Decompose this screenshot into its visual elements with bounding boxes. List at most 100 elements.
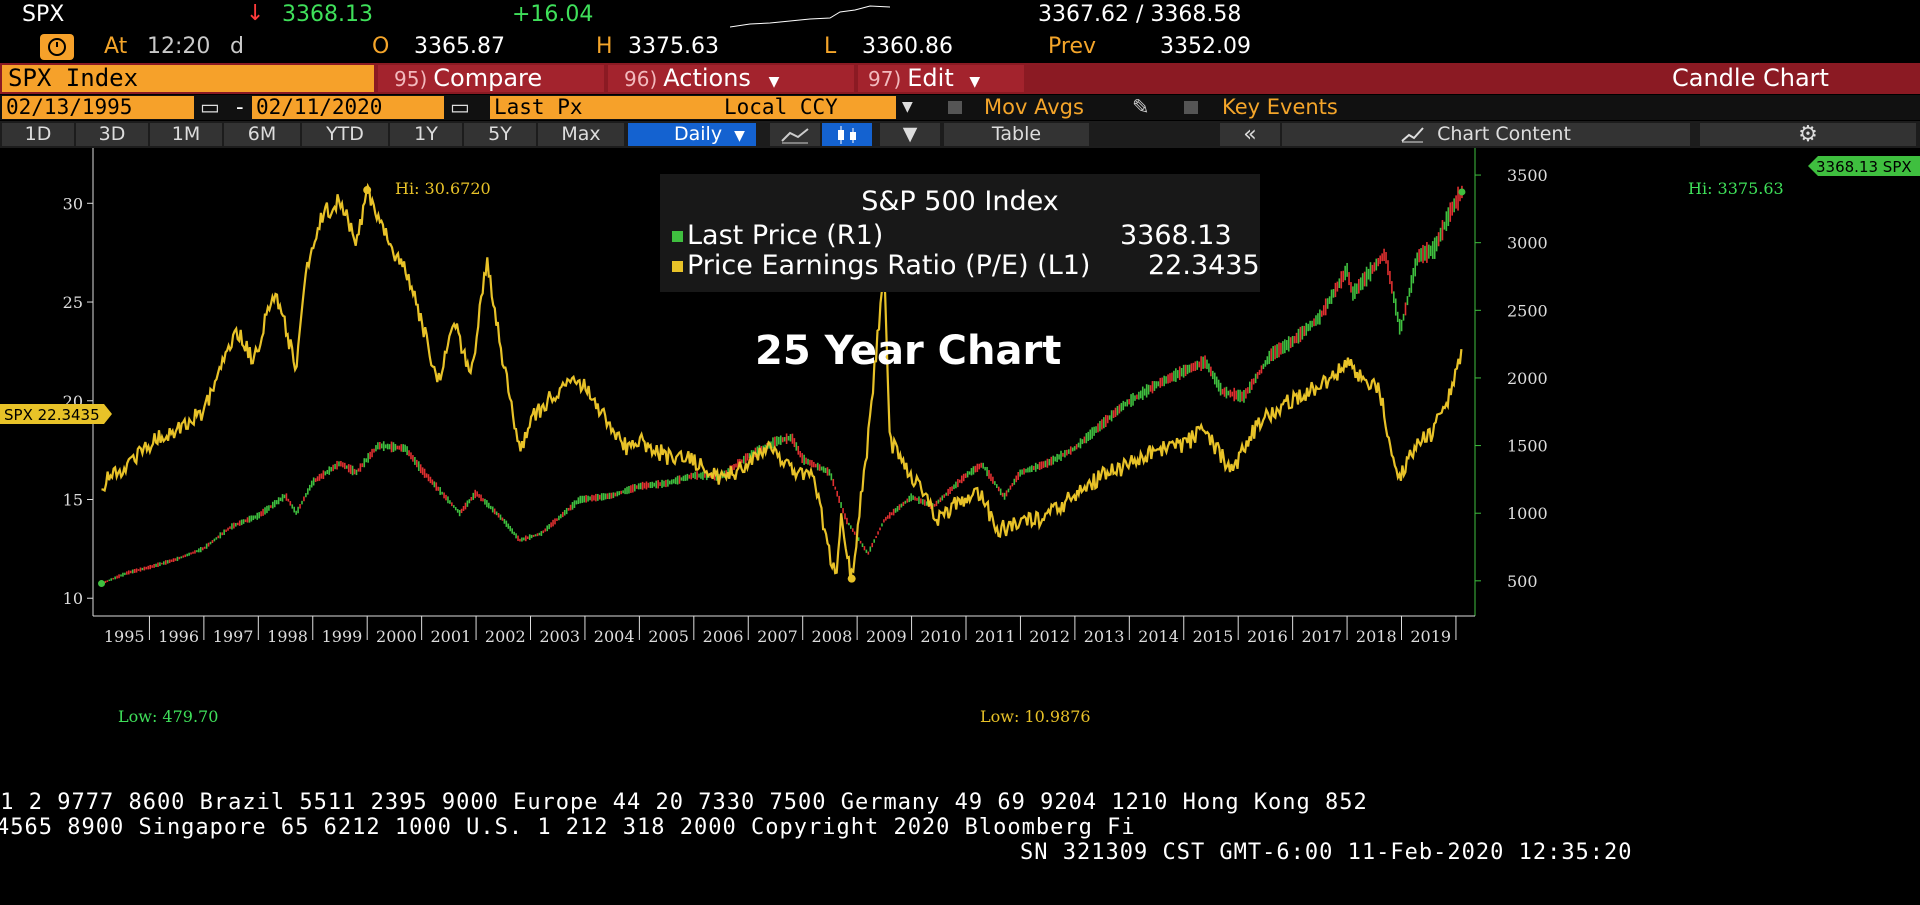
- sparkline-line: [730, 5, 890, 28]
- calendar-icon[interactable]: ▭: [200, 95, 220, 119]
- field-select[interactable]: Last Px: [490, 96, 720, 119]
- price-low-marker: [98, 580, 106, 588]
- chart-content-icon: [1401, 127, 1424, 143]
- legend-title: S&P 500 Index: [861, 186, 1059, 217]
- left-value-tag: SPX 22.3435: [0, 404, 112, 424]
- year-tick-label: 2007: [757, 627, 798, 646]
- year-tick-label: 2008: [812, 627, 853, 646]
- year-tick-label: 2010: [920, 627, 961, 646]
- right-tick-label: 2500: [1507, 301, 1548, 320]
- down-arrow-icon: ↓: [246, 1, 265, 26]
- chevron-down-icon: ▼: [734, 128, 745, 144]
- actions-label: Actions: [663, 64, 751, 92]
- year-tick-label: 2009: [866, 627, 907, 646]
- key-events-checkbox[interactable]: [1184, 101, 1198, 114]
- open-value: 3365.87: [414, 34, 505, 59]
- compare-label: Compare: [433, 64, 543, 92]
- year-tick-label: 1999: [322, 627, 363, 646]
- prev-label: Prev: [1048, 34, 1096, 59]
- chart-content-button[interactable]: Chart Content: [1282, 123, 1690, 146]
- calendar-icon[interactable]: ▭: [450, 95, 470, 119]
- last-price: 3368.13: [282, 2, 373, 27]
- year-tick-label: 1998: [267, 627, 308, 646]
- year-tick-label: 2005: [648, 627, 689, 646]
- year-tick-label: 2004: [594, 627, 635, 646]
- year-tick-label: 1996: [158, 627, 199, 646]
- actions-button[interactable]: 96) Actions ▼: [608, 65, 854, 92]
- prev-value: 3352.09: [1160, 34, 1251, 59]
- table-button[interactable]: Table: [944, 123, 1089, 146]
- year-tick-label: 2018: [1356, 627, 1397, 646]
- edit-label: Edit: [907, 64, 954, 92]
- chevron-down-icon[interactable]: ▼: [880, 123, 940, 146]
- period-3d[interactable]: 3D: [76, 123, 148, 146]
- chart-legend[interactable]: S&P 500 Index Last Price (R1) 3368.13 Pr…: [660, 174, 1260, 292]
- line-chart-icon[interactable]: [770, 123, 820, 146]
- pencil-icon[interactable]: ✎: [1132, 95, 1150, 119]
- bid-ask: 3367.62 / 3368.58: [1038, 2, 1242, 27]
- chart-content-label: Chart Content: [1437, 123, 1571, 145]
- legend-value: 22.3435: [1148, 250, 1260, 281]
- right-tag-text: 3368.13 SPX: [1816, 158, 1912, 176]
- start-date-field[interactable]: 02/13/1995: [2, 96, 194, 119]
- year-tick-label: 2015: [1193, 627, 1234, 646]
- frequency-select[interactable]: Daily ▼: [628, 123, 756, 146]
- price-high-marker: [1458, 188, 1466, 196]
- year-tick-label: 2017: [1301, 627, 1342, 646]
- footer-contacts: 61 2 9777 8600 Brazil 5511 2395 9000 Eur…: [0, 790, 1368, 815]
- period-1y[interactable]: 1Y: [390, 123, 462, 146]
- high-value: 3375.63: [628, 34, 719, 59]
- legend-item-pe: Price Earnings Ratio (P/E) (L1): [672, 250, 1090, 281]
- edit-num: 97): [868, 67, 902, 91]
- mov-avgs-label[interactable]: Mov Avgs: [984, 95, 1084, 119]
- year-tick-label: 2003: [539, 627, 580, 646]
- gear-icon: ⚙: [1798, 122, 1818, 147]
- period-bar: 1D 3D 1M 6M YTD 1Y 5Y Max Daily ▼ ▼ Tabl…: [0, 121, 1920, 148]
- end-date-field[interactable]: 02/11/2020: [252, 96, 444, 119]
- pe-line: [101, 182, 1463, 580]
- legend-item-price: Last Price (R1): [672, 220, 883, 251]
- alert-icon[interactable]: [40, 34, 74, 60]
- right-tick-label: 1500: [1507, 437, 1548, 456]
- security-input[interactable]: SPX Index: [2, 65, 374, 92]
- footer-session: SN 321309 CST GMT-6:00 11-Feb-2020 12:35…: [1020, 840, 1633, 865]
- pe-high-label: Hi: 30.6720: [395, 179, 491, 198]
- settings-button[interactable]: ⚙: [1700, 123, 1916, 146]
- key-events-label[interactable]: Key Events: [1222, 95, 1338, 119]
- year-tick-label: 2000: [376, 627, 417, 646]
- actions-num: 96): [624, 67, 658, 91]
- net-change: +16.04: [512, 2, 594, 27]
- price-low-label: Low: 479.70: [118, 707, 218, 726]
- right-tick-label: 3000: [1507, 234, 1548, 253]
- time-suffix: d: [230, 34, 244, 59]
- edit-button[interactable]: 97) Edit ▼: [858, 65, 1024, 92]
- chevron-down-icon[interactable]: ▼: [902, 99, 913, 115]
- chart-title: 25 Year Chart: [755, 328, 1062, 374]
- price-high-label: Hi: 3375.63: [1688, 179, 1784, 198]
- period-5y[interactable]: 5Y: [464, 123, 536, 146]
- currency-select[interactable]: Local CCY: [720, 96, 896, 119]
- collapse-icon[interactable]: «: [1220, 123, 1280, 146]
- compare-button[interactable]: 95) Compare: [378, 65, 604, 92]
- period-1d[interactable]: 1D: [2, 123, 74, 146]
- quote-header: SPX ↓ 3368.13 +16.04 3367.62 / 3368.58 A…: [0, 0, 1920, 66]
- left-tag-text: SPX 22.3435: [4, 406, 100, 424]
- period-6m[interactable]: 6M: [224, 123, 300, 146]
- year-tick-label: 2012: [1029, 627, 1070, 646]
- quote-time: 12:20: [147, 34, 211, 59]
- year-tick-label: 2001: [430, 627, 471, 646]
- legend-label: Price Earnings Ratio (P/E) (L1): [687, 250, 1091, 281]
- period-max[interactable]: Max: [538, 123, 624, 146]
- year-tick-label: 1997: [213, 627, 254, 646]
- right-value-tag: 3368.13 SPX: [1808, 156, 1920, 176]
- period-1m[interactable]: 1M: [150, 123, 222, 146]
- legend-value: 3368.13: [1120, 220, 1232, 251]
- left-tick-label: 25: [63, 293, 83, 312]
- mov-avgs-checkbox[interactable]: [948, 101, 962, 114]
- candle-chart-icon[interactable]: [822, 123, 872, 146]
- period-ytd[interactable]: YTD: [302, 123, 388, 146]
- pe-low-marker: [847, 574, 856, 583]
- low-value: 3360.86: [862, 34, 953, 59]
- year-tick-label: 2006: [703, 627, 744, 646]
